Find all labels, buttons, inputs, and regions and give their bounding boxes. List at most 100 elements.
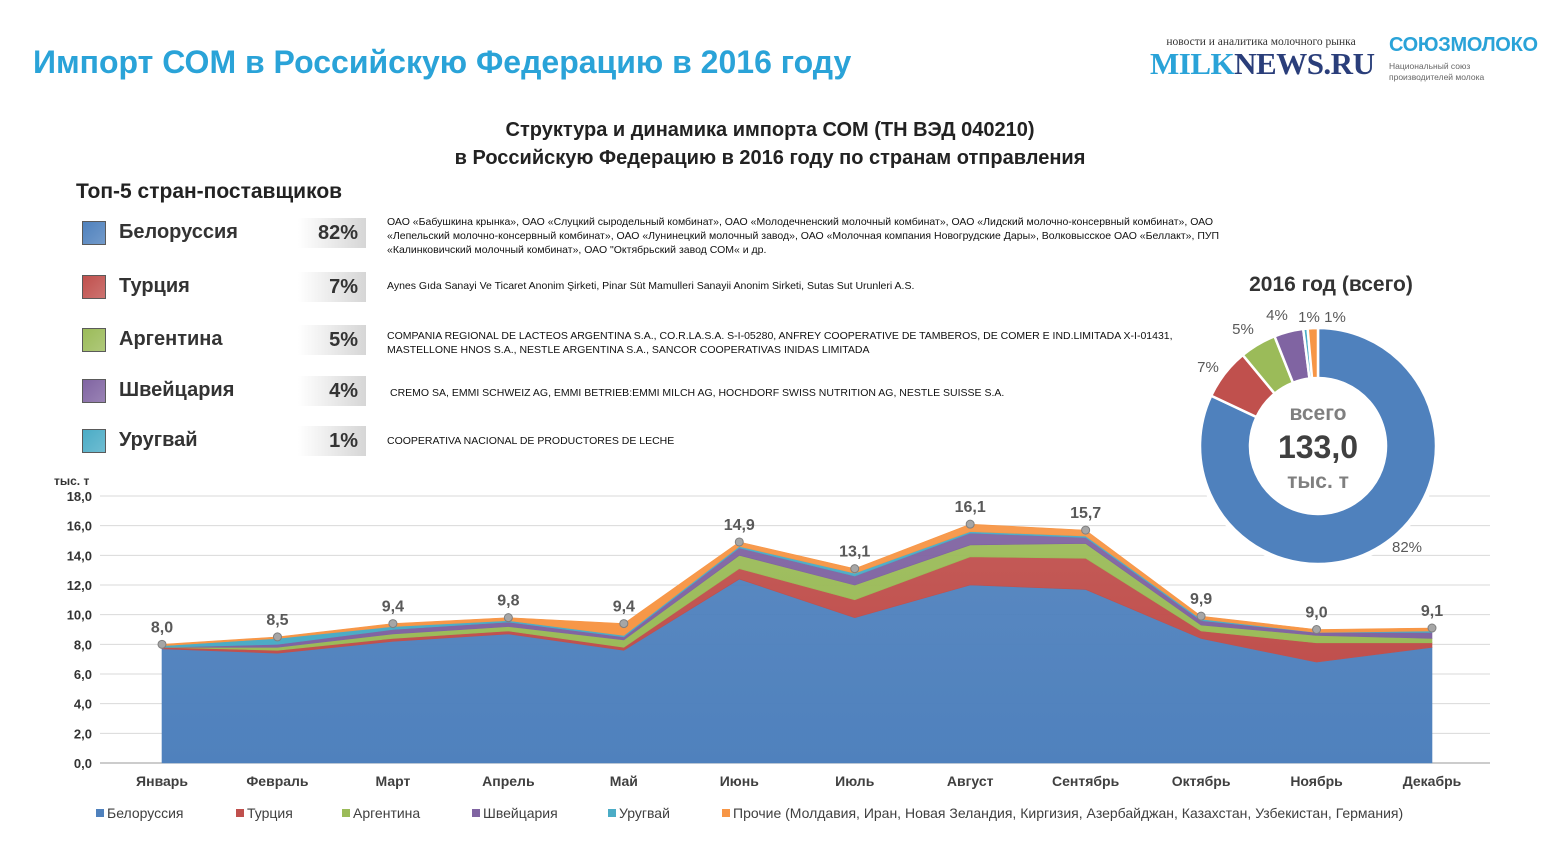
donut-center-value: 133,0 (1278, 429, 1358, 465)
x-tick-label: Январь (136, 773, 188, 789)
legend-swatch (722, 809, 730, 817)
legend-label: Прочие (Молдавия, Иран, Новая Зеландия, … (733, 805, 1403, 821)
supplier-share: 7% (298, 272, 366, 302)
total-marker (503, 613, 513, 623)
legend-label: Уругвай (619, 805, 670, 821)
y-tick-label: 18,0 (67, 489, 92, 504)
legend-swatch (472, 809, 480, 817)
milknews-logo[interactable]: новости и аналитика молочного рынка MILK… (1150, 36, 1375, 81)
supplier-companies: Aynes Gıda Sanayi Ve Ticaret Anonim Şirk… (387, 280, 915, 292)
supplier-country: Аргентина (119, 328, 223, 350)
soyuzmoloko-sub-line-1: Национальный союз (1389, 61, 1471, 71)
y-tick-label: 2,0 (74, 726, 92, 741)
uruguay-swatch (82, 429, 106, 453)
x-tick-label: Август (947, 773, 994, 789)
supplier-share: 82% (298, 218, 366, 248)
total-marker (965, 519, 975, 529)
page-title: Импорт СОМ в Российскую Федерацию в 2016… (33, 44, 852, 80)
milknews-tagline: новости и аналитика молочного рынка (1166, 36, 1356, 48)
total-data-label: 16,1 (955, 499, 986, 516)
total-marker (157, 639, 167, 649)
legend-label: Швейцария (483, 805, 558, 821)
donut-slice-label: 7% (1197, 359, 1219, 376)
chart-title-line-2: в Российскую Федерацию в 2016 году по ст… (454, 147, 1086, 169)
supplier-companies: ОАО «Бабушкина крынка», ОАО «Слуцкий сыр… (387, 216, 1220, 256)
soyuzmoloko-sub-line-2: производителей молока (1389, 72, 1485, 82)
y-tick-label: 0,0 (74, 756, 92, 771)
supplier-country: Швейцария (119, 379, 235, 401)
y-tick-label: 6,0 (74, 667, 92, 682)
top5-title: Топ-5 стран-поставщиков (76, 180, 343, 203)
y-tick-label: 12,0 (67, 578, 92, 593)
milknews-name-a: MILK (1150, 46, 1235, 81)
milknews-name-b: NEWS.RU (1234, 46, 1375, 81)
total-marker (1427, 623, 1437, 633)
x-tick-label: Июль (835, 773, 875, 789)
legend-swatch (236, 809, 244, 817)
y-tick-label: 16,0 (67, 519, 92, 534)
x-tick-label: Декабрь (1403, 773, 1462, 789)
supplier-companies: CREMO SA, EMMI SCHWEIZ AG, EMMI BETRIEB:… (390, 387, 1005, 399)
x-tick-label: Май (610, 773, 638, 789)
total-marker (1081, 525, 1091, 535)
total-data-label: 9,4 (613, 599, 635, 616)
donut-slice-label: 4% (1266, 307, 1288, 324)
switzerland-swatch (82, 379, 106, 403)
total-data-label: 9,8 (497, 593, 519, 610)
donut-title: 2016 год (всего) (1249, 273, 1413, 296)
y-tick-label: 10,0 (67, 608, 92, 623)
supplier-share: 5% (298, 325, 366, 355)
y-tick-label: 4,0 (74, 697, 92, 712)
total-data-label: 9,9 (1190, 591, 1212, 608)
donut-slice-label: 82% (1392, 539, 1422, 556)
x-tick-label: Март (375, 773, 410, 789)
x-tick-label: Апрель (482, 773, 535, 789)
total-marker (734, 537, 744, 547)
turkey-swatch (82, 275, 106, 299)
soyuzmoloko-logo[interactable]: СОЮЗМОЛОКО Национальный союз производите… (1389, 34, 1538, 83)
soyuzmoloko-subtitle: Национальный союз производителей молока (1389, 61, 1529, 83)
donut-slice (1198, 326, 1438, 566)
total-data-label: 15,7 (1070, 505, 1101, 522)
total-marker (388, 619, 398, 629)
supplier-country: Турция (119, 275, 190, 297)
supplier-share: 4% (298, 376, 366, 406)
x-tick-label: Июнь (720, 773, 759, 789)
donut-center-label-top: всего (1289, 402, 1346, 425)
legend-label: Белоруссия (107, 805, 184, 821)
legend-label: Турция (247, 805, 293, 821)
legend-label: Аргентина (353, 805, 420, 821)
legend-swatch (96, 809, 104, 817)
y-tick-label: 8,0 (74, 637, 92, 652)
x-tick-label: Ноябрь (1290, 773, 1343, 789)
supplier-companies: COMPANIA REGIONAL DE LACTEOS ARGENTINA S… (387, 330, 1173, 356)
total-marker (850, 564, 860, 574)
total-marker (619, 619, 629, 629)
total-data-label: 8,5 (266, 612, 288, 629)
supplier-country: Уругвай (119, 429, 198, 451)
legend-swatch (608, 809, 616, 817)
donut-slice-label: 1% (1324, 309, 1346, 326)
total-data-label: 8,0 (151, 619, 173, 636)
milknews-name: MILKNEWS.RU (1150, 46, 1375, 81)
total-marker (272, 632, 282, 642)
chart-title: Структура и динамика импорта СОМ (ТН ВЭД… (0, 116, 1540, 172)
donut-slice (1306, 326, 1320, 380)
donut-slice-label: 1% (1298, 309, 1320, 326)
total-data-label: 9,0 (1305, 605, 1327, 622)
x-tick-label: Сентябрь (1052, 773, 1120, 789)
total-data-label: 9,4 (382, 599, 404, 616)
supplier-companies: COOPERATIVA NACIONAL DE PRODUCTORES DE L… (387, 435, 675, 447)
donut-slice-label: 5% (1232, 321, 1254, 338)
y-axis-unit-label: тыс. т (54, 474, 89, 488)
total-data-label: 13,1 (839, 544, 870, 561)
legend-swatch (342, 809, 350, 817)
argentina-swatch (82, 328, 106, 352)
total-marker (1196, 611, 1206, 621)
total-data-label: 14,9 (724, 517, 755, 534)
total-marker (1312, 625, 1322, 634)
belarus-swatch (82, 221, 106, 245)
area-series-1 (161, 578, 1433, 764)
x-tick-label: Февраль (246, 773, 309, 789)
